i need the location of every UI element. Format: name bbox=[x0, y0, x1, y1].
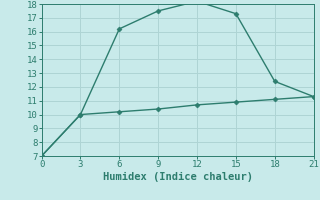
X-axis label: Humidex (Indice chaleur): Humidex (Indice chaleur) bbox=[103, 172, 252, 182]
